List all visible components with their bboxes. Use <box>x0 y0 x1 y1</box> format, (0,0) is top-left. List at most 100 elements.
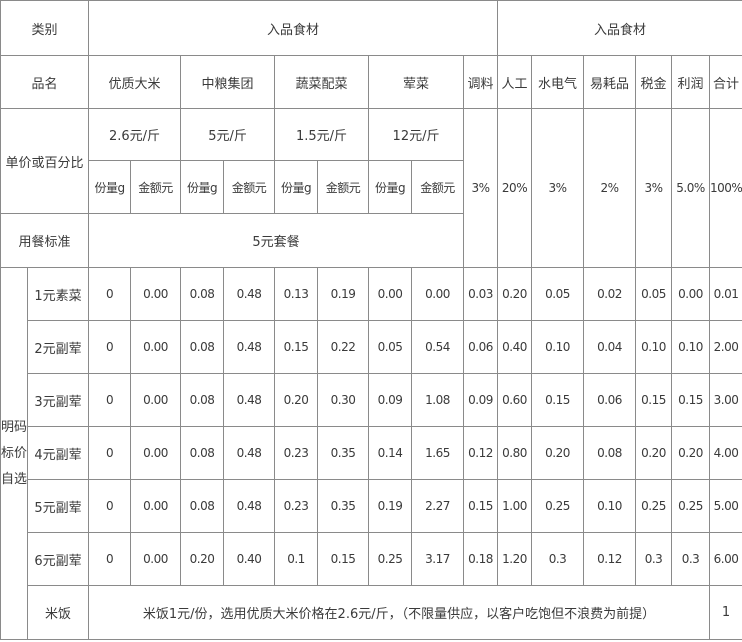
cell-value: 1.08 <box>411 373 465 427</box>
cell-value: 6.00 <box>709 532 742 586</box>
cell-value: 2.27 <box>411 479 465 533</box>
rice-value: 1 <box>709 585 742 640</box>
extra-item-name: 税金 <box>635 55 673 109</box>
extra-item-name: 人工 <box>497 55 533 109</box>
amount-label: 金额元 <box>130 160 182 214</box>
cell-value: 0.08 <box>180 320 225 374</box>
price-label: 单价或百分比 <box>0 108 90 214</box>
cell-value: 0.22 <box>317 320 370 374</box>
cell-value: 0.19 <box>368 479 413 533</box>
cell-value: 0.23 <box>274 479 319 533</box>
rice-label: 米饭 <box>26 585 90 640</box>
cell-value: 0.05 <box>635 267 673 321</box>
cell-value: 2.00 <box>709 320 742 374</box>
cell-value: 0.3 <box>671 532 711 586</box>
cell-value: 0.48 <box>223 267 276 321</box>
name-label: 品名 <box>0 55 90 109</box>
cell-value: 0.15 <box>463 479 499 533</box>
cell-value: 0.3 <box>531 532 585 586</box>
percent-value: 3% <box>635 108 673 268</box>
amount-label: 金额元 <box>223 160 276 214</box>
group-right-header: 入品食材 <box>497 0 742 56</box>
category-label: 类别 <box>0 0 90 56</box>
cell-value: 0.00 <box>368 267 413 321</box>
table-row: 3元副荤 0 0.00 0.08 0.48 0.20 0.30 0.09 1.08 0.09 0.6… <box>1 373 742 427</box>
unit-price: 12元/斤 <box>368 108 465 161</box>
standard-row: 用餐标准 5元套餐 <box>0 213 742 268</box>
qty-label: 份量g <box>274 160 319 214</box>
header-row-prices: 单价或百分比 2.6元/斤 5元/斤 1.5元/斤 12元/斤 3% 20% 3… <box>0 108 742 268</box>
cell-value: 0.10 <box>583 479 637 533</box>
unit-price: 5元/斤 <box>180 108 276 161</box>
cell-value: 0.00 <box>671 267 711 321</box>
cell-value: 0.40 <box>223 532 276 586</box>
cell-value: 0.05 <box>531 267 585 321</box>
cell-value: 0 <box>88 267 132 321</box>
row-label: 4元副荤 <box>26 426 90 480</box>
cell-value: 0.3 <box>635 532 673 586</box>
cell-value: 0.05 <box>368 320 413 374</box>
percent-value: 3% <box>463 108 499 268</box>
table-row: 6元副荤 0 0.00 0.20 0.40 0.1 0.15 0.25 3.17 0.18 1.20… <box>1 532 742 586</box>
cell-value: 0.08 <box>180 426 225 480</box>
cell-value: 0.15 <box>635 373 673 427</box>
cell-value: 0.12 <box>583 532 637 586</box>
cell-value: 0.00 <box>130 479 182 533</box>
cell-value: 0.00 <box>130 320 182 374</box>
cell-value: 0.19 <box>317 267 370 321</box>
cell-value: 0 <box>88 320 132 374</box>
cell-value: 0.10 <box>671 320 711 374</box>
extra-item-name: 水电气 <box>531 55 585 109</box>
cell-value: 0.00 <box>130 267 182 321</box>
cell-value: 0.20 <box>497 267 533 321</box>
cell-value: 0.15 <box>317 532 370 586</box>
cell-value: 0.01 <box>709 267 742 321</box>
cell-value: 0.10 <box>635 320 673 374</box>
percent-value: 2% <box>583 108 637 268</box>
table-row: 明码标价自选 1元素菜 0 0.00 0.08 0.48 0.13 0.19 0.00 0.00 0… <box>0 267 742 640</box>
header-row-subcols: 份量g 金额元 份量g 金额元 份量g 金额元 份量g 金额元 <box>1 160 742 214</box>
cell-value: 5.00 <box>709 479 742 533</box>
cell-value: 0.54 <box>411 320 465 374</box>
cell-value: 0 <box>88 532 132 586</box>
row-label: 3元副荤 <box>26 373 90 427</box>
standard-value: 5元套餐 <box>88 213 465 268</box>
cell-value: 0.08 <box>583 426 637 480</box>
cell-value: 0 <box>88 479 132 533</box>
cell-value: 0.00 <box>130 426 182 480</box>
percent-value: 20% <box>497 108 533 268</box>
cell-value: 0.08 <box>180 479 225 533</box>
cell-value: 0.25 <box>531 479 585 533</box>
rice-row: 米饭 米饭1元/份，选用优质大米价格在2.6元/斤，（不限量供应，以客户吃饱但不浪… <box>1 585 742 640</box>
amount-label: 金额元 <box>317 160 370 214</box>
cell-value: 0.48 <box>223 426 276 480</box>
percent-value: 3% <box>531 108 585 268</box>
cell-value: 0.09 <box>463 373 499 427</box>
extra-item-name: 调料 <box>463 55 499 109</box>
cell-value: 0.00 <box>130 373 182 427</box>
row-label: 1元素菜 <box>26 267 90 321</box>
row-label: 6元副荤 <box>26 532 90 586</box>
cell-value: 0.13 <box>274 267 319 321</box>
cell-value: 0.23 <box>274 426 319 480</box>
cell-value: 0 <box>88 373 132 427</box>
cell-value: 0.80 <box>497 426 533 480</box>
extra-item-name: 利润 <box>671 55 711 109</box>
cell-value: 0.48 <box>223 373 276 427</box>
cell-value: 0.30 <box>317 373 370 427</box>
cell-value: 1.65 <box>411 426 465 480</box>
cell-value: 0.40 <box>497 320 533 374</box>
cell-value: 0.18 <box>463 532 499 586</box>
cell-value: 0.00 <box>411 267 465 321</box>
cell-value: 0.20 <box>274 373 319 427</box>
cell-value: 0.12 <box>463 426 499 480</box>
table-row: 2元副荤 0 0.00 0.08 0.48 0.15 0.22 0.05 0.54 0.06 0.4… <box>1 320 742 374</box>
cell-value: 0.48 <box>223 479 276 533</box>
cell-value: 0.14 <box>368 426 413 480</box>
cell-value: 0.25 <box>368 532 413 586</box>
cell-value: 1.20 <box>497 532 533 586</box>
table-row: 4元副荤 0 0.00 0.08 0.48 0.23 0.35 0.14 1.65 0.12 0.8… <box>1 426 742 480</box>
cell-value: 0 <box>88 426 132 480</box>
qty-label: 份量g <box>368 160 413 214</box>
cell-value: 0.20 <box>531 426 585 480</box>
